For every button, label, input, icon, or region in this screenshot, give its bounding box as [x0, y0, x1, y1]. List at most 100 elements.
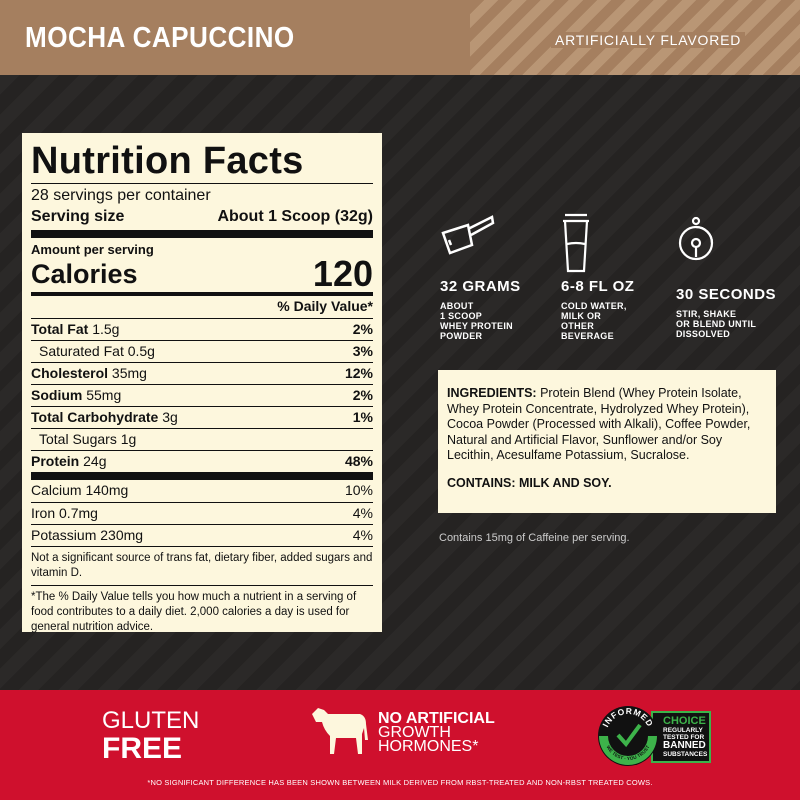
servings-per-container: 28 servings per container — [31, 183, 373, 206]
calories-value: 120 — [312, 253, 373, 294]
nutrient-amount: 0.7mg — [59, 505, 98, 521]
serving-size-value: About 1 Scoop (32g) — [217, 208, 373, 225]
nutrition-title: Nutrition Facts — [31, 140, 304, 182]
nutrition-note: Not a significant source of trans fat, d… — [31, 546, 373, 585]
nutrient-name: Total Sugars 1g — [31, 429, 136, 450]
hormones-line-1: NO ARTIFICIAL — [378, 710, 495, 727]
nutrient-dv: 10% — [344, 482, 373, 498]
nutrient-label: Calcium — [31, 482, 82, 498]
nutrient-name: Total Fat 1.5g — [31, 319, 119, 340]
flavor-banner: MOCHA CAPUCCINO ARTIFICIALLY FLAVORED — [0, 0, 800, 75]
nutrient-amount: 230mg — [100, 527, 144, 543]
cow-icon — [312, 708, 368, 754]
ingredients-top-rule — [438, 370, 776, 374]
nutrient-row: Total Carbohydrate 3g 1% — [31, 406, 373, 428]
amount-per-serving: Amount per serving — [31, 242, 154, 257]
nutrient-dv: 4% — [352, 527, 373, 543]
nutrient-row: Calcium 140mg 10% — [31, 480, 373, 502]
choice-line: REGULARLY — [663, 727, 703, 734]
nutrient-amount: 24g — [83, 453, 107, 469]
nutrient-dv: 4% — [352, 505, 373, 521]
nutrient-name: Sodium 55mg — [31, 385, 121, 406]
nutrient-label: Protein — [31, 453, 80, 469]
nutrient-name: Total Carbohydrate 3g — [31, 407, 178, 428]
nutrient-name: Potassium 230mg — [31, 525, 143, 546]
nutrient-name: Cholesterol 35mg — [31, 363, 147, 384]
ingredients-list: Protein Blend (Whey Protein Isolate, Whe… — [447, 386, 751, 462]
informed-seal: INFORMED WE TEST · YOU TRUST — [598, 706, 658, 766]
nutrient-label: Iron — [31, 505, 56, 521]
dv-header: % Daily Value* — [31, 296, 373, 318]
nutrient-row: Iron 0.7mg 4% — [31, 502, 373, 524]
nutrient-row: Cholesterol 35mg 12% — [31, 362, 373, 384]
nutrient-dv: 2% — [352, 321, 373, 337]
nutrient-dv: 12% — [344, 365, 373, 381]
nutrient-label: Total Fat — [31, 321, 89, 337]
choice-line: BANNED — [663, 740, 706, 751]
ingredients-label: INGREDIENTS: — [447, 386, 537, 400]
nutrient-label: Saturated Fat — [39, 343, 124, 359]
nutrient-row: Total Sugars 1g — [31, 428, 373, 450]
timer-icon — [678, 216, 714, 261]
gluten-text: GLUTEN — [102, 707, 200, 734]
nutrient-row: Protein 24g 48% — [31, 450, 373, 472]
choice-line: SUBSTANCES — [663, 751, 708, 758]
nutrient-dv: 3% — [352, 343, 373, 359]
nutrient-amount: 3g — [162, 409, 178, 425]
daily-value-footnote: *The % Daily Value tells you how much a … — [31, 585, 373, 639]
feature-desc: STIR, SHAKE OR BLEND UNTIL DISSOLVED — [676, 309, 757, 339]
feature-volume: 6-8 FL OZ COLD WATER, MILK OR OTHER BEVE… — [561, 213, 681, 341]
free-text: FREE — [102, 732, 183, 765]
nutrient-row: Sodium 55mg 2% — [31, 384, 373, 406]
nutrient-dv: 48% — [344, 453, 373, 469]
flavor-name: MOCHA CAPUCCINO — [25, 22, 295, 54]
scoop-icon — [441, 215, 495, 255]
flavor-note: ARTIFICIALLY FLAVORED — [551, 32, 746, 48]
choice-text: CHOICE — [663, 715, 706, 727]
serving-size-label: Serving size — [31, 208, 125, 225]
nutrient-amount: 55mg — [86, 387, 122, 403]
dv-header-text: % Daily Value* — [277, 298, 373, 314]
rbst-disclaimer: *NO SIGNIFICANT DIFFERENCE HAS BEEN SHOW… — [147, 778, 653, 787]
nutrient-name: Iron 0.7mg — [31, 503, 98, 524]
nutrient-amount: 1.5g — [92, 321, 120, 337]
choice-panel: CHOICE REGULARLY TESTED FOR BANNED SUBST… — [651, 711, 711, 763]
informed-choice-badge: CHOICE REGULARLY TESTED FOR BANNED SUBST… — [597, 705, 711, 767]
checkmark-icon — [616, 723, 642, 748]
nutrient-name: Calcium 140mg — [31, 480, 128, 501]
divider — [31, 230, 373, 238]
nutrient-label: Cholesterol — [31, 365, 109, 381]
nutrient-label: Sodium — [31, 387, 83, 403]
nutrient-dv: 1% — [352, 409, 373, 425]
nutrient-label: Potassium — [31, 527, 97, 543]
nutrient-row: Saturated Fat 0.5g 3% — [31, 340, 373, 362]
feature-title: 6-8 FL OZ — [561, 278, 635, 295]
nutrient-amount: 1g — [120, 431, 137, 447]
shaker-icon — [563, 213, 589, 273]
calories-label: Calories — [31, 259, 138, 289]
serving-size: Serving size About 1 Scoop (32g) — [31, 206, 373, 228]
feature-title: 32 GRAMS — [440, 278, 521, 295]
feature-grams: 32 GRAMS ABOUT 1 SCOOP WHEY PROTEIN POWD… — [440, 213, 560, 341]
calories-row: Calories 120 — [31, 253, 373, 294]
hormones-line-3: HORMONES* — [378, 738, 479, 755]
no-artificial-hormones-badge: NO ARTIFICIAL GROWTH HORMONES* — [378, 710, 495, 755]
nutrient-name: Protein 24g — [31, 451, 106, 472]
allergen-statement: CONTAINS: MILK AND SOY. — [447, 475, 612, 490]
choice-line: TESTED FOR — [663, 734, 705, 741]
nutrient-row: Total Fat 1.5g 2% — [31, 318, 373, 340]
nutrient-amount: 35mg — [111, 365, 147, 381]
nutrient-label: Total Sugars — [39, 431, 117, 447]
feature-desc: COLD WATER, MILK OR OTHER BEVERAGE — [561, 301, 627, 341]
feature-time: 30 SECONDS STIR, SHAKE OR BLEND UNTIL DI… — [676, 213, 796, 339]
feature-desc: ABOUT 1 SCOOP WHEY PROTEIN POWDER — [440, 301, 513, 341]
nutrient-row: Potassium 230mg 4% — [31, 524, 373, 546]
ingredients-text: INGREDIENTS: Protein Blend (Whey Protein… — [447, 386, 767, 464]
hormones-line-2: GROWTH — [378, 724, 451, 741]
nutrient-amount: 140mg — [85, 482, 129, 498]
nutrient-dv: 2% — [352, 387, 373, 403]
nutrient-label: Total Carbohydrate — [31, 409, 159, 425]
feature-title: 30 SECONDS — [676, 286, 777, 303]
badges-band: GLUTEN FREE NO ARTIFICIAL GROWTH HORMONE… — [0, 690, 800, 800]
gluten-free-badge: GLUTEN FREE — [102, 707, 200, 765]
